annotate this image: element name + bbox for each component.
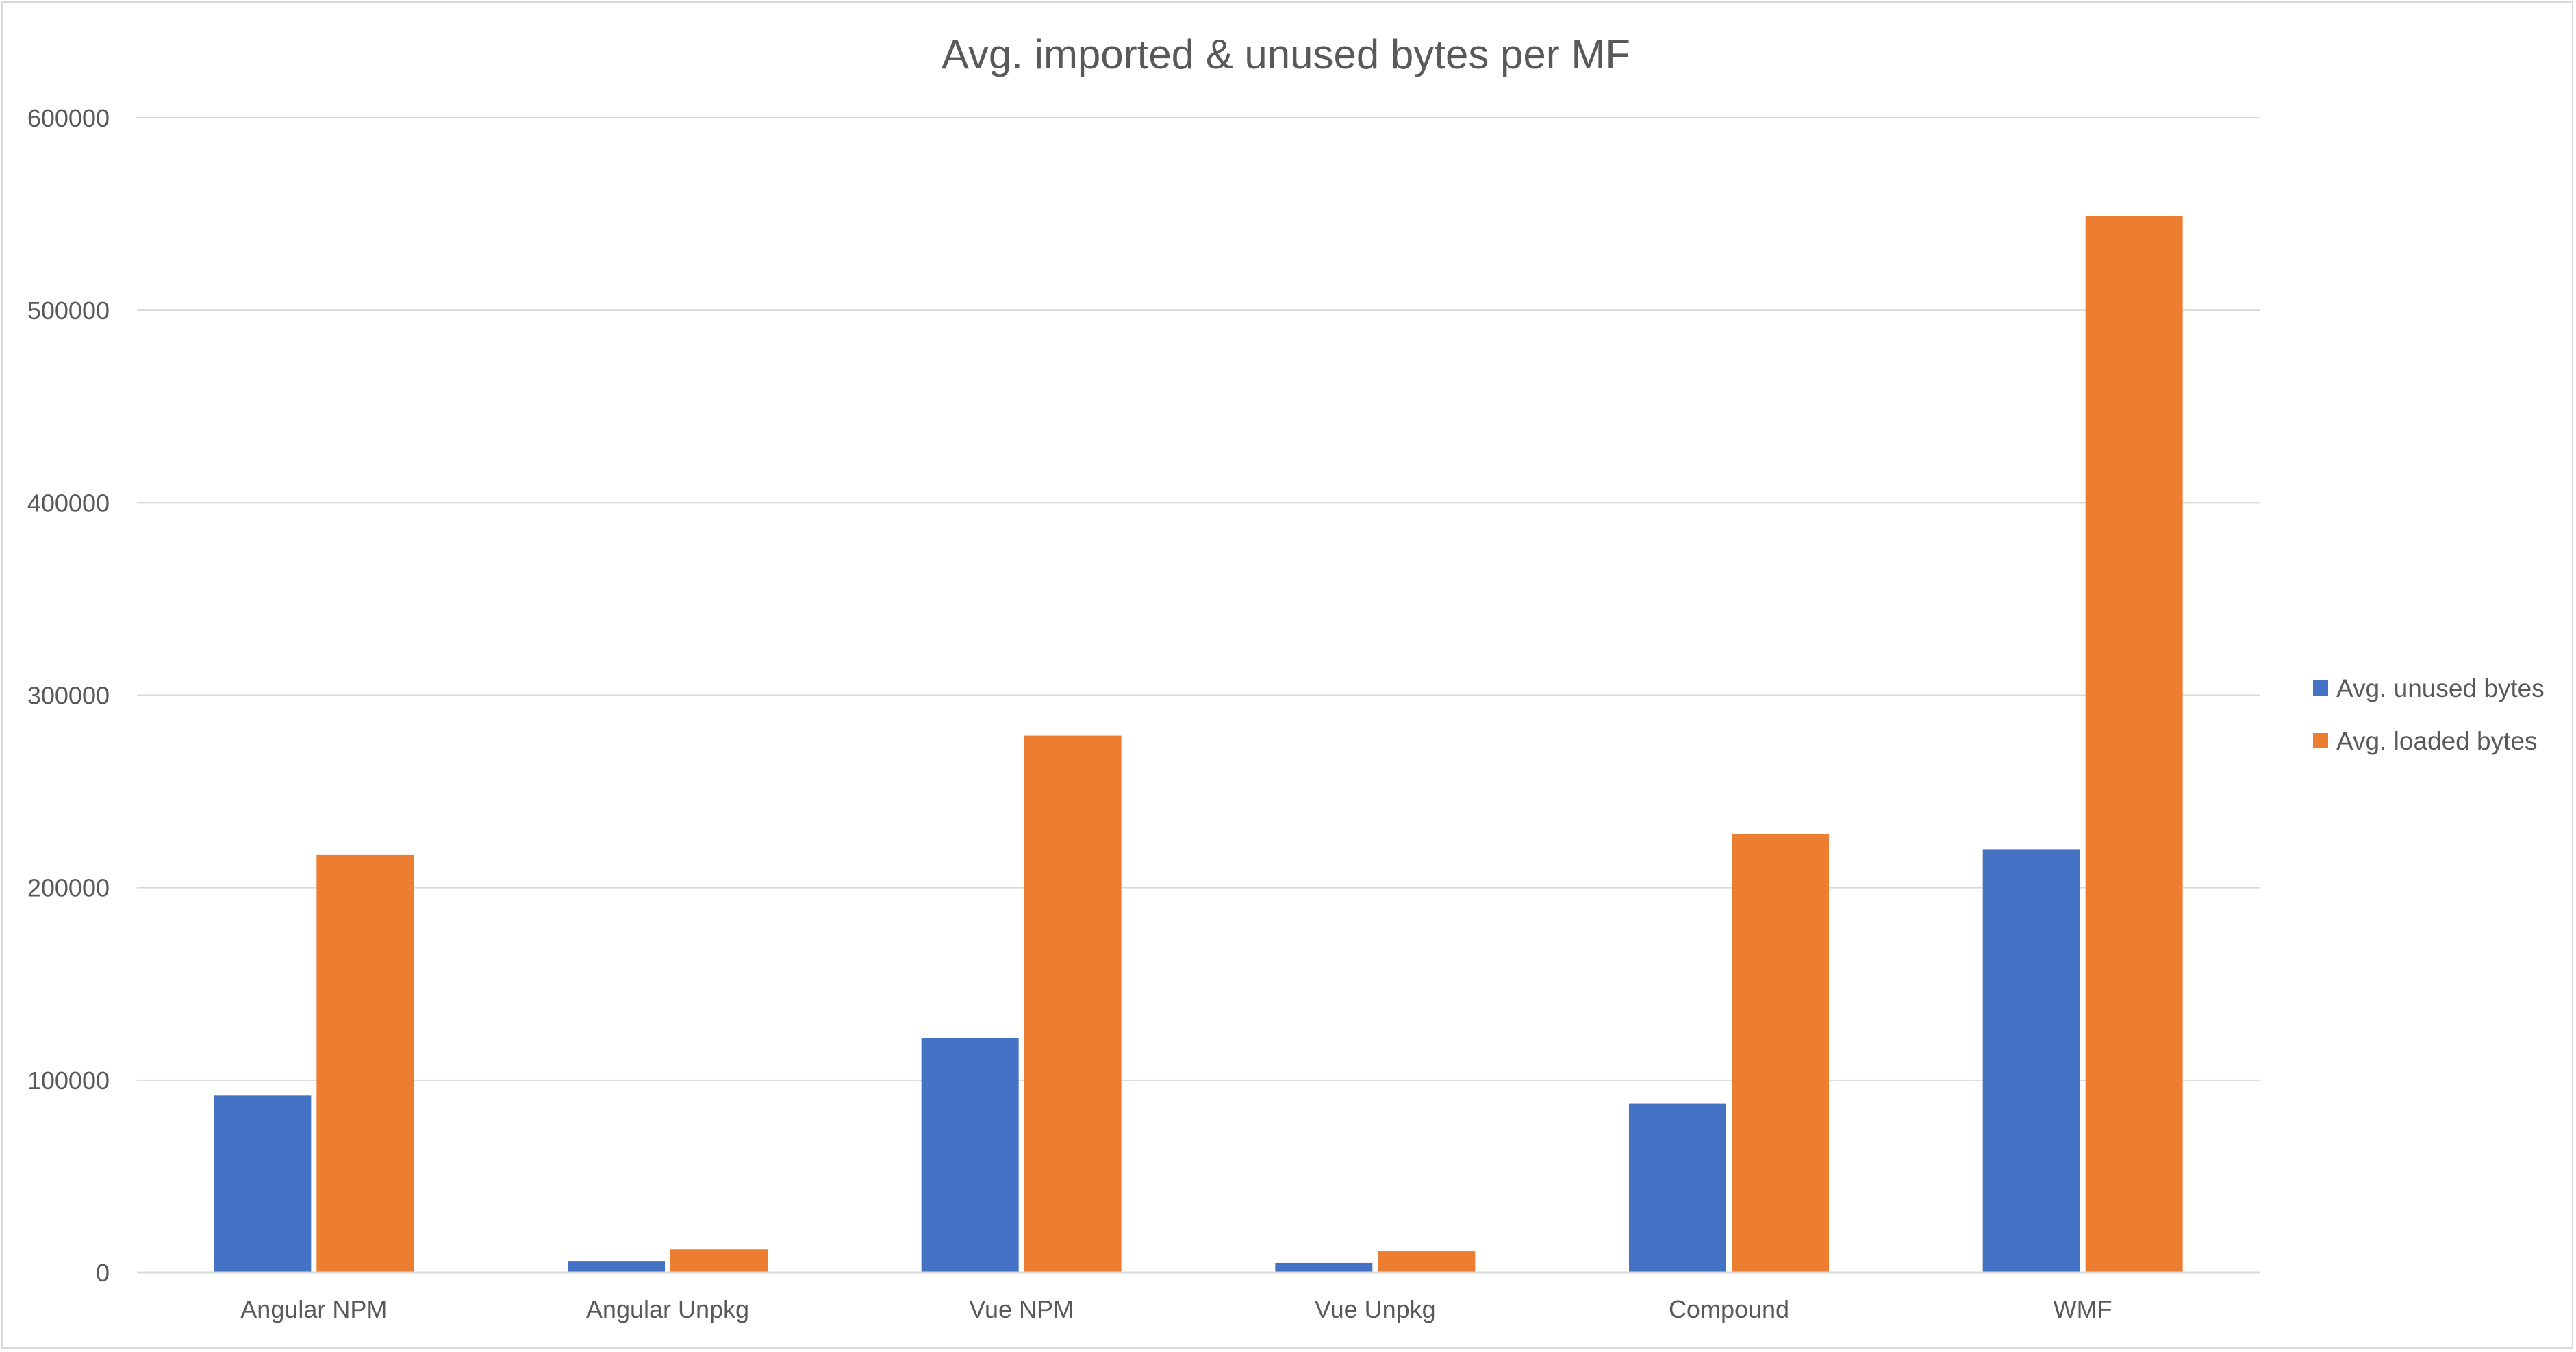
x-tick-label: Angular Unpkg [586,1295,749,1323]
y-tick-label: 400000 [27,489,110,517]
bars [214,216,2183,1273]
bar-loaded-1 [670,1249,768,1273]
legend-swatch [2313,680,2328,696]
chart-title: Avg. imported & unused bytes per MF [942,31,1630,77]
y-tick-label: 300000 [27,682,110,710]
gridlines [137,117,2260,1081]
x-axis-tick-labels: Angular NPM Angular Unpkg Vue NPM Vue Unpkg… [240,1295,2112,1323]
bar-loaded-5 [2085,216,2183,1273]
y-tick-label: 100000 [27,1067,110,1095]
y-tick-label: 600000 [27,104,110,132]
bar-unused-4 [1629,1103,1726,1273]
bar-loaded-4 [1732,833,1829,1273]
bar-loaded-0 [316,854,414,1273]
y-axis-tick-labels: 0 100000 200000 300000 400000 500000 600000 [27,104,110,1287]
legend-label: Avg. unused bytes [2336,674,2545,702]
legend-swatch [2313,733,2328,748]
bar-loaded-3 [1378,1251,1476,1273]
y-tick-label: 500000 [27,296,110,324]
x-tick-label: Compound [1669,1295,1789,1323]
y-tick-label: 200000 [27,874,110,902]
y-tick-label: 0 [96,1259,110,1287]
x-tick-label: Vue Unpkg [1315,1295,1436,1323]
x-tick-label: WMF [2054,1295,2112,1323]
legend: Avg. unused bytes Avg. loaded bytes [2313,674,2545,755]
x-tick-label: Vue NPM [969,1295,1074,1323]
bar-unused-1 [568,1261,665,1273]
bar-unused-3 [1275,1262,1373,1273]
legend-label: Avg. loaded bytes [2336,727,2537,755]
bar-unused-5 [1982,849,2080,1273]
bar-unused-0 [214,1095,312,1273]
x-tick-label: Angular NPM [240,1295,387,1323]
bar-unused-2 [921,1037,1019,1273]
bar-loaded-2 [1024,735,1122,1273]
